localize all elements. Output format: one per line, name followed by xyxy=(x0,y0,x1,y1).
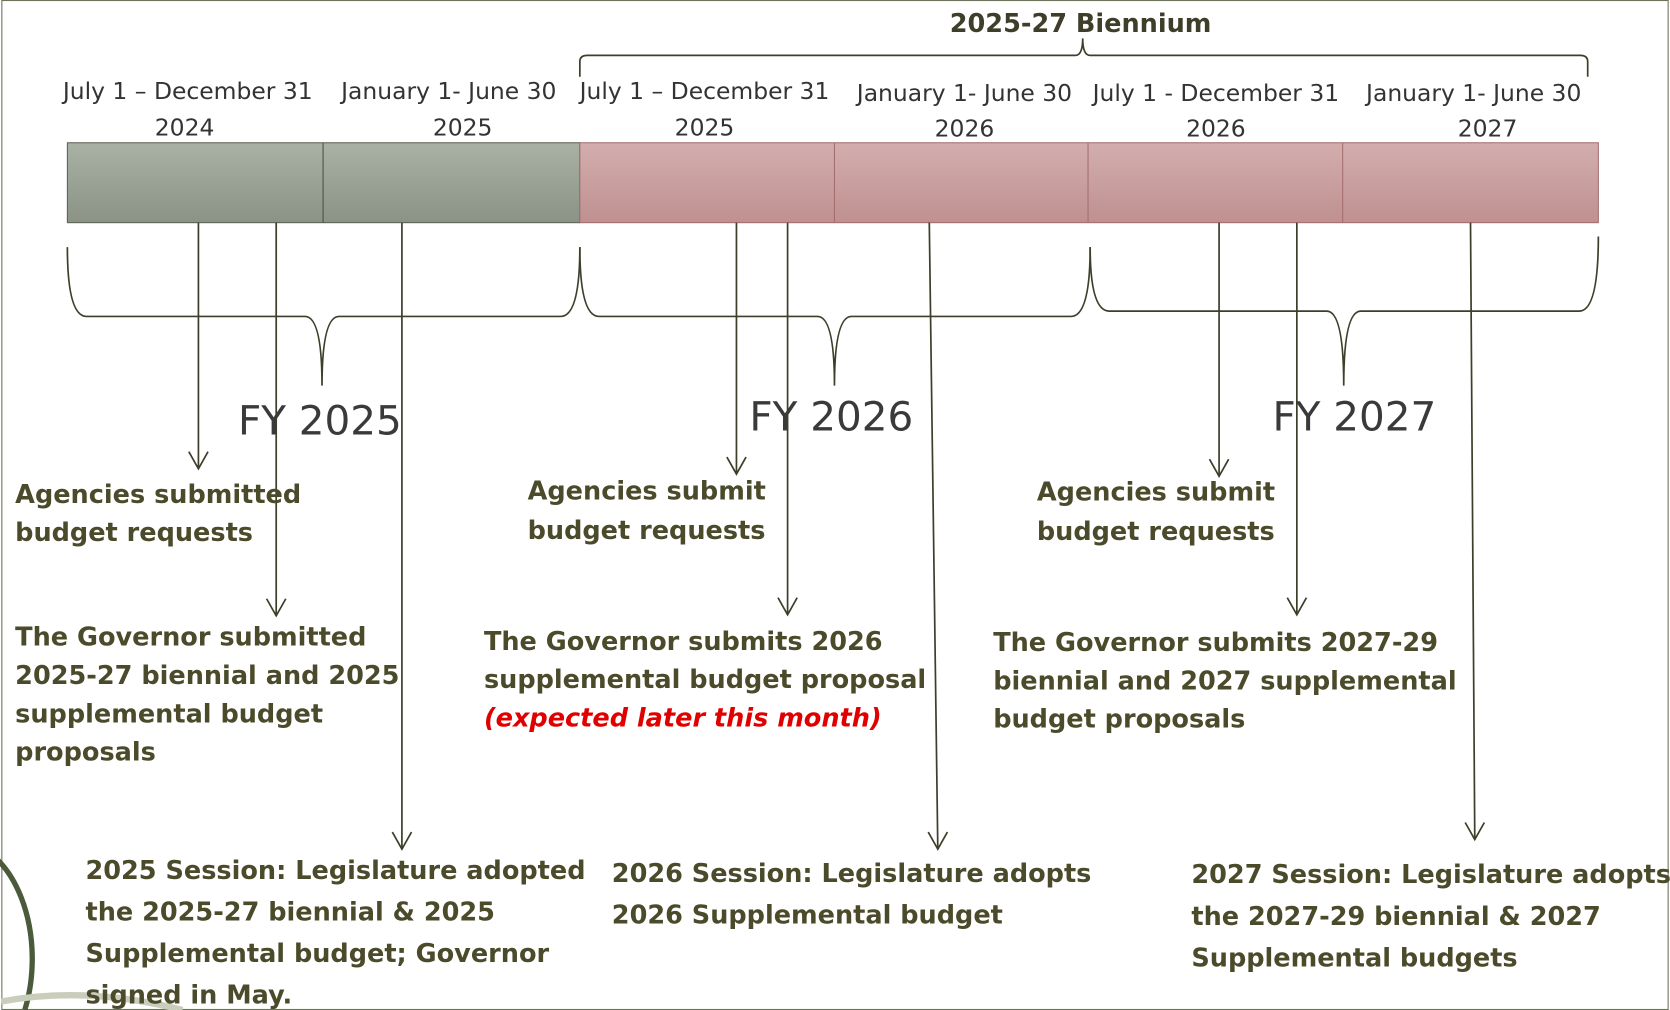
biennium-label: 2025-27 Biennium xyxy=(950,9,1212,39)
event-line: 2025 Session: Legislature adopted xyxy=(85,856,585,886)
event-line: 2027 Session: Legislature adopts xyxy=(1191,860,1670,890)
arrow-head xyxy=(1286,597,1308,617)
period-year: 2027 xyxy=(1458,114,1518,142)
event-text: 2025 Session: Legislature adopted the 202… xyxy=(85,856,585,1010)
period-year: 2024 xyxy=(155,113,215,141)
arrow-head xyxy=(188,451,209,471)
event-line: 2026 Session: Legislature adopts xyxy=(612,859,1092,889)
arrow-head xyxy=(265,598,287,618)
period-year: 2025 xyxy=(433,113,493,141)
fiscal-year: FY 2025 xyxy=(238,397,402,445)
event-line: signed in May. xyxy=(85,981,292,1010)
arrow-head xyxy=(927,831,949,851)
event-line: Agencies submit xyxy=(1037,478,1275,508)
event-line: Supplemental budgets xyxy=(1191,943,1517,973)
period-year: 2026 xyxy=(935,114,995,142)
event-line: Supplemental budget; Governor xyxy=(85,939,549,969)
event-line: budget proposals xyxy=(993,705,1245,735)
event-line: proposals xyxy=(15,738,156,768)
event-text: Agencies submit budget requests xyxy=(528,477,766,546)
period-range: July 1 - December 31 xyxy=(1091,79,1340,107)
decoration xyxy=(0,858,35,1010)
fy-brace xyxy=(1089,236,1600,386)
event-line: budget requests xyxy=(1037,517,1275,547)
event-line: biennial and 2027 supplemental xyxy=(993,666,1456,696)
period-range: July 1 – December 31 xyxy=(578,77,830,105)
fiscal-year: FY 2027 xyxy=(1272,392,1436,440)
decoration xyxy=(0,992,184,1010)
fy-brace xyxy=(66,247,581,386)
event-line: Agencies submitted xyxy=(15,480,301,510)
event-line: supplemental budget xyxy=(15,699,323,729)
period-range: January 1- June 30 xyxy=(855,79,1072,107)
event-text: 2027 Session: Legislature adopts the 2027… xyxy=(1191,860,1670,973)
event-line: The Governor submitted xyxy=(15,623,366,653)
event-line: The Governor submits 2027-29 xyxy=(993,628,1438,658)
arrow-head xyxy=(1464,822,1486,842)
event-text: The Governor submits 2027-29 biennial and… xyxy=(993,628,1456,735)
fy-brace xyxy=(578,247,1092,386)
event-line: 2026 Supplemental budget xyxy=(612,901,1003,931)
biennium-brace xyxy=(578,38,1589,77)
arrow-head xyxy=(391,831,413,851)
event-text: 2026 Session: Legislature adopts 2026 Sup… xyxy=(612,859,1092,931)
arrow-head xyxy=(1208,458,1230,478)
event-line: Agencies submit xyxy=(528,477,766,507)
event-line: the 2025-27 biennial & 2025 xyxy=(85,898,494,928)
event-line: the 2027-29 biennial & 2027 xyxy=(1191,902,1600,932)
period-range: January 1- June 30 xyxy=(1364,79,1581,107)
event-text: Agencies submit budget requests xyxy=(1037,478,1275,547)
event-line: budget requests xyxy=(15,518,253,548)
period-range: January 1- June 30 xyxy=(339,77,556,105)
event-text: The Governor submitted 2025-27 biennial a… xyxy=(15,623,399,768)
period-year: 2026 xyxy=(1186,114,1246,142)
arrow-head xyxy=(726,456,747,476)
fiscal-year: FY 2026 xyxy=(749,392,913,440)
event-line: budget requests xyxy=(528,516,766,546)
period-range: July 1 – December 31 xyxy=(61,77,313,105)
biennium-bar xyxy=(579,142,1599,224)
arrow xyxy=(928,222,939,850)
arrow-head xyxy=(777,597,798,617)
event-text: Agencies submitted budget requests xyxy=(15,480,301,548)
period-year: 2025 xyxy=(675,113,735,141)
event-line: The Governor submits 2026 xyxy=(484,627,883,657)
event-note: (expected later this month) xyxy=(484,704,882,734)
event-text: The Governor submits 2026 supplemental bu… xyxy=(484,627,926,734)
event-line: supplemental budget proposal xyxy=(484,665,926,695)
arrow xyxy=(1469,222,1476,840)
event-line: 2025-27 biennial and 2025 xyxy=(15,661,399,691)
